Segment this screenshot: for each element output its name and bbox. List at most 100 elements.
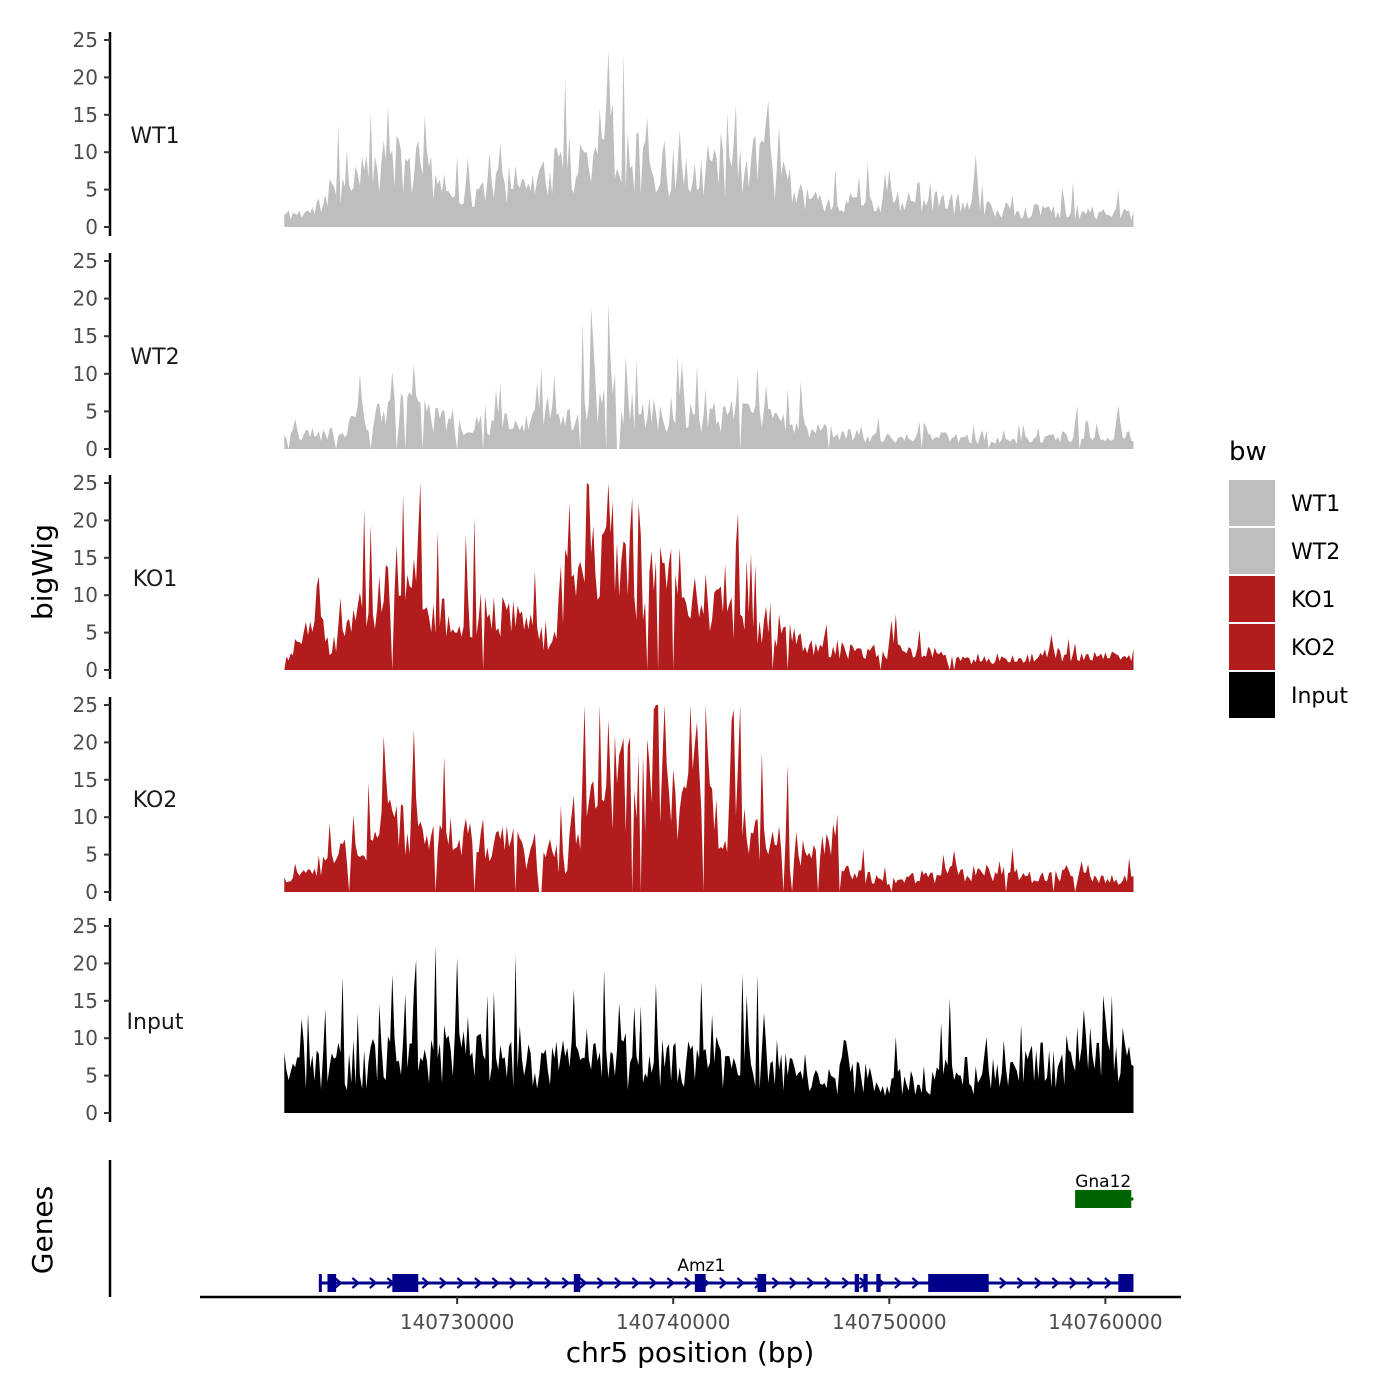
y-tick-label: 10 [73,805,98,829]
y-tick-label: 15 [73,989,98,1013]
x-tick-label: 140760000 [1048,1310,1163,1334]
y-tick-label: 20 [73,287,98,311]
track-label: KO2 [133,788,178,813]
y-tick-label: 25 [73,28,98,52]
y-tick-label: 10 [73,583,98,607]
strand-arrow [596,1277,606,1289]
y-tick-label: 20 [73,65,98,89]
strand-arrow [911,1277,921,1289]
strand-arrow [369,1277,378,1289]
strand-arrow [666,1277,676,1289]
legend-label: Input [1291,684,1348,709]
y-tick-label: 15 [73,324,98,348]
gene-exon [573,1274,581,1292]
y-tick-label: 25 [73,693,98,717]
strand-arrow [684,1277,693,1289]
y-tick-label: 0 [85,437,98,461]
gene-amz1: Amz1 [318,1256,1134,1292]
gene-exon [1118,1274,1134,1292]
strand-arrow [649,1277,658,1289]
y-tick-label: 20 [73,508,98,532]
x-tick-label: 140740000 [616,1310,731,1334]
gene-exon [928,1274,989,1292]
signal-area-wt1 [284,50,1134,228]
strand-arrow [736,1277,746,1289]
gene-exon [757,1274,767,1292]
strand-arrow [789,1277,798,1289]
coverage-tracks: 0 5 10 15 20 25 WT1 0 5 10 15 20 25 WT2 0 5 10 15 20 25 KO1 0… [73,28,1134,1125]
y-tick-label: 20 [73,951,98,975]
y-tick-label: 0 [85,880,98,904]
track-label: KO1 [133,567,178,592]
strand-arrow [579,1277,588,1289]
x-tick-label: 140730000 [400,1310,515,1334]
legend-title: bw [1229,437,1267,467]
legend-label: KO2 [1291,636,1336,661]
gene-exon [854,1274,860,1292]
strand-arrow [1034,1277,1043,1289]
gene-exon [694,1274,706,1292]
track-wt2: 0 5 10 15 20 25 WT2 [73,249,1134,461]
signal-area-input [284,945,1134,1113]
y-tick-label: 15 [73,546,98,570]
legend-label: WT1 [1291,492,1340,517]
strand-arrow [509,1277,518,1289]
x-axis-title: chr5 position (bp) [566,1336,815,1369]
gene-label: Amz1 [677,1256,725,1276]
y-tick-label: 15 [73,768,98,792]
legend-key-wt1 [1229,480,1275,526]
strand-arrow [1051,1277,1061,1289]
gene-exon [392,1274,419,1292]
track-label: Input [127,1010,184,1035]
x-tick-label: 140750000 [832,1310,947,1334]
gene-exon [863,1274,868,1292]
strand-arrow [1086,1277,1096,1289]
signal-area-ko1 [284,483,1134,670]
track-label: WT2 [130,345,179,370]
gene-exon [1075,1190,1132,1208]
gene-exon [327,1274,337,1292]
strand-arrow [824,1277,833,1289]
strand-arrow [544,1277,553,1289]
y-tick-label: 5 [85,621,98,645]
strand-arrow [526,1277,536,1289]
strand-arrow [561,1277,571,1289]
legend-key-wt2 [1229,528,1275,574]
strand-arrow [631,1277,641,1289]
track-ko2: 0 5 10 15 20 25 KO2 [73,693,1134,904]
gene-exon [876,1274,881,1292]
strand-arrow [614,1277,623,1289]
legend-label: KO1 [1291,588,1336,613]
track-input: 0 5 10 15 20 25 Input [73,914,1134,1125]
strand-arrow [421,1277,431,1289]
y-tick-label: 0 [85,1101,98,1125]
strand-arrow [1104,1277,1113,1289]
y-tick-label: 10 [73,140,98,164]
x-axis: 140730000 140740000 140750000 140760000 [200,1295,1181,1334]
y-tick-label: 20 [73,730,98,754]
gene-gna12: Gna12 [1075,1172,1134,1208]
strand-arrow [841,1277,851,1289]
y-tick-label: 0 [85,215,98,239]
signal-area-ko2 [284,705,1134,892]
strand-arrow [719,1277,728,1289]
y-tick-label: 25 [73,471,98,495]
y-tick-label: 25 [73,914,98,938]
strand-arrow [456,1277,466,1289]
y-tick-label: 15 [73,103,98,127]
y-tick-label: 5 [85,1064,98,1088]
track-label: WT1 [130,124,179,149]
signal-area-wt2 [284,302,1134,449]
strand-arrow [351,1277,361,1289]
strand-arrow [999,1277,1008,1289]
y-tick-label: 0 [85,658,98,682]
strand-arrow [806,1277,816,1289]
y-tick-label: 10 [73,362,98,386]
strand-arrow [491,1277,501,1289]
track-wt1: 0 5 10 15 20 25 WT1 [73,28,1134,239]
y-tick-label: 5 [85,843,98,867]
legend-label: WT2 [1291,540,1340,565]
genes-track-title: Genes [26,1186,59,1274]
y-tick-label: 10 [73,1026,98,1050]
